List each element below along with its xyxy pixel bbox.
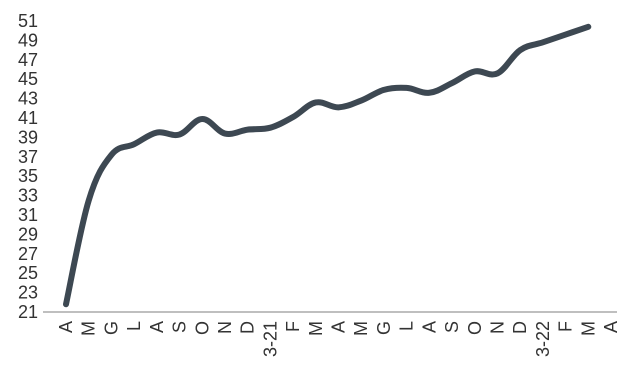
y-tick-label: 37	[18, 147, 38, 167]
x-tick-label: G	[374, 321, 394, 335]
x-tick-label: 3-22	[533, 321, 553, 357]
x-tick-label: G	[101, 321, 121, 335]
y-tick-label: 25	[18, 263, 38, 283]
x-tick-label: L	[124, 321, 144, 331]
y-tick-label: 47	[18, 50, 38, 70]
x-tick-label: F	[283, 321, 303, 332]
x-tick-label: A	[56, 321, 76, 333]
plot-area	[63, 23, 592, 308]
x-tick-label: A	[419, 321, 439, 333]
x-tick-label: O	[465, 321, 485, 335]
x-tick-label: 3-21	[260, 321, 280, 357]
x-tick-label: D	[510, 321, 530, 334]
y-tick-label: 49	[18, 30, 38, 50]
y-tick-label: 41	[18, 108, 38, 128]
x-tick-label: L	[397, 321, 417, 331]
series-line	[63, 23, 592, 308]
y-tick-label: 21	[18, 302, 38, 322]
x-tick-label: D	[238, 321, 258, 334]
x-tick-label: S	[442, 321, 462, 333]
x-tick-label: A	[601, 321, 617, 333]
y-tick-label: 39	[18, 127, 38, 147]
y-tick-label: 43	[18, 89, 38, 109]
x-tick-label: N	[215, 321, 235, 334]
y-tick-label: 33	[18, 186, 38, 206]
y-tick-label: 23	[18, 283, 38, 303]
x-tick-label: O	[192, 321, 212, 335]
x-tick-label: N	[487, 321, 507, 334]
x-tick-label: M	[578, 321, 598, 336]
y-tick-label: 27	[18, 244, 38, 264]
x-tick-label: A	[147, 321, 167, 333]
x-tick-label: M	[306, 321, 326, 336]
x-tick-label: A	[329, 321, 349, 333]
x-tick-label: S	[170, 321, 190, 333]
y-tick-label: 29	[18, 224, 38, 244]
y-tick-label: 35	[18, 166, 38, 186]
x-tick-label: F	[556, 321, 576, 332]
y-tick-label: 45	[18, 69, 38, 89]
y-tick-label: 51	[18, 11, 38, 31]
x-tick-label: M	[79, 321, 99, 336]
y-tick-label: 31	[18, 205, 38, 225]
x-tick-label: M	[351, 321, 371, 336]
